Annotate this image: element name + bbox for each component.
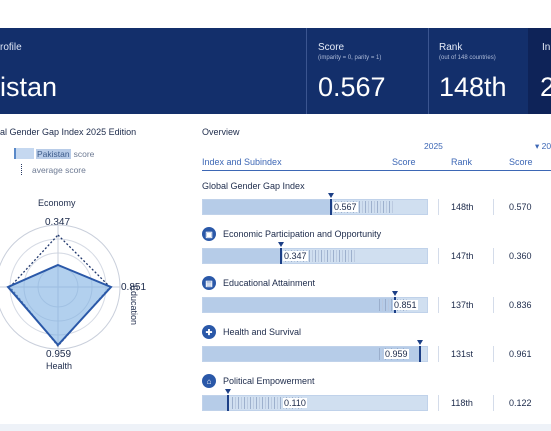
row-label: ✚ Health and Survival	[202, 325, 301, 339]
row-rank: 147th	[451, 251, 474, 261]
year-current: 2025	[424, 141, 443, 151]
score-value: 0.567	[318, 72, 386, 102]
profile-header: rofile istan Score (imparity = 0, parity…	[0, 28, 551, 114]
row-label-text: Political Empowerment	[223, 376, 315, 386]
radar-chart	[0, 224, 121, 350]
row-rank: 131st	[451, 349, 474, 359]
score-bar: 0.959	[202, 340, 428, 362]
cell-separator	[493, 395, 494, 411]
row-score: 0.567	[333, 202, 358, 212]
row-score: 0.347	[283, 251, 308, 261]
score-marker-triangle	[392, 291, 398, 296]
country-name: istan	[0, 72, 58, 102]
radar-education-value: 0.851	[121, 282, 147, 293]
column-rank: Rank	[451, 157, 473, 167]
score-bar-fill	[203, 396, 228, 410]
row-score-previous: 0.122	[509, 398, 532, 408]
score-bar: 0.567	[202, 193, 428, 215]
row-score-previous: 0.570	[509, 202, 532, 212]
score-marker-triangle	[417, 340, 423, 345]
radar-health-label: Health	[46, 361, 73, 371]
cross-icon: ✚	[202, 325, 216, 339]
rank-label: Rank	[439, 42, 463, 53]
year-previous-toggle[interactable]: ▾ 20	[535, 141, 551, 151]
row-score-previous: 0.836	[509, 300, 532, 310]
building-icon: ⌂	[202, 374, 216, 388]
row-label: ▣ Economic Participation and Opportunity	[202, 227, 381, 241]
row-rank: 148th	[451, 202, 474, 212]
cell-separator	[493, 199, 494, 215]
row-score: 0.110	[283, 398, 307, 408]
radar-economy-value: 0.347	[45, 217, 71, 228]
cell-separator	[438, 297, 439, 313]
radar-economy-label: Economy	[38, 198, 76, 208]
radar-country-shape	[6, 263, 113, 347]
score-bar: 0.110	[202, 389, 428, 411]
row-score-previous: 0.360	[509, 251, 532, 261]
legend-score-word: score	[73, 148, 95, 159]
legend-country-score: Pakistan score	[14, 148, 94, 159]
row-label-text: Educational Attainment	[223, 278, 316, 288]
cell-separator	[438, 395, 439, 411]
score-label: Score	[318, 42, 345, 53]
row-score-previous: 0.961	[509, 349, 532, 359]
header-divider	[428, 28, 429, 114]
row-score: 0.851	[393, 300, 418, 310]
score-bar-fill	[203, 298, 395, 312]
cell-separator	[438, 346, 439, 362]
cell-separator	[493, 346, 494, 362]
row-rank: 118th	[451, 398, 473, 408]
radar-education-label: Education	[129, 285, 139, 326]
radar-health-value: 0.959	[46, 349, 72, 360]
rank-sublabel: (out of 148 countries)	[439, 55, 496, 61]
score-marker	[227, 395, 229, 411]
briefcase-icon: ▣	[202, 227, 216, 241]
score-marker-triangle	[278, 242, 284, 247]
row-label-text: Health and Survival	[223, 327, 302, 337]
row-label-text: Global Gender Gap Index	[202, 181, 305, 191]
score-marker	[419, 346, 421, 362]
edition-title: al Gender Gap Index 2025 Edition	[0, 127, 137, 137]
score-bar-fill	[203, 347, 420, 361]
legend-swatch	[14, 148, 34, 159]
bottom-strip	[0, 424, 551, 431]
legend-country: Pakistan	[36, 148, 71, 159]
column-score: Score	[392, 157, 416, 167]
side-label: In	[542, 42, 551, 53]
side-value: 2	[540, 72, 551, 102]
cell-separator	[438, 199, 439, 215]
top-strip	[0, 0, 551, 28]
row-label: Global Gender Gap Index	[202, 181, 305, 191]
rank-value: 148th	[439, 72, 507, 102]
cell-separator	[493, 297, 494, 313]
row-label: ⌂ Political Empowerment	[202, 374, 315, 388]
profile-label: rofile	[0, 42, 22, 53]
row-label-text: Economic Participation and Opportunity	[223, 229, 382, 239]
legend-dotted-line	[21, 164, 27, 175]
score-bar: 0.347	[202, 242, 428, 264]
cell-separator	[493, 248, 494, 264]
row-score: 0.959	[384, 349, 409, 359]
column-head-line	[202, 170, 551, 171]
score-marker-triangle	[328, 193, 334, 198]
header-side-panel: In 2	[528, 28, 551, 114]
book-icon: ▤	[202, 276, 216, 290]
score-sublabel: (imparity = 0, parity = 1)	[318, 55, 382, 61]
column-index: Index and Subindex	[202, 157, 282, 167]
score-bar-fill	[203, 200, 331, 214]
row-label: ▤ Educational Attainment	[202, 276, 315, 290]
row-rank: 137th	[451, 300, 474, 310]
legend-average-label: average score	[32, 164, 86, 175]
score-marker	[280, 248, 282, 264]
header-divider	[306, 28, 307, 114]
legend-average: average score	[14, 164, 86, 175]
column-score-previous: Score	[509, 157, 533, 167]
overview-title: Overview	[202, 127, 240, 137]
score-marker	[330, 199, 332, 215]
cell-separator	[438, 248, 439, 264]
score-bar-fill	[203, 249, 281, 263]
score-bar: 0.851	[202, 291, 428, 313]
score-marker-triangle	[225, 389, 231, 394]
